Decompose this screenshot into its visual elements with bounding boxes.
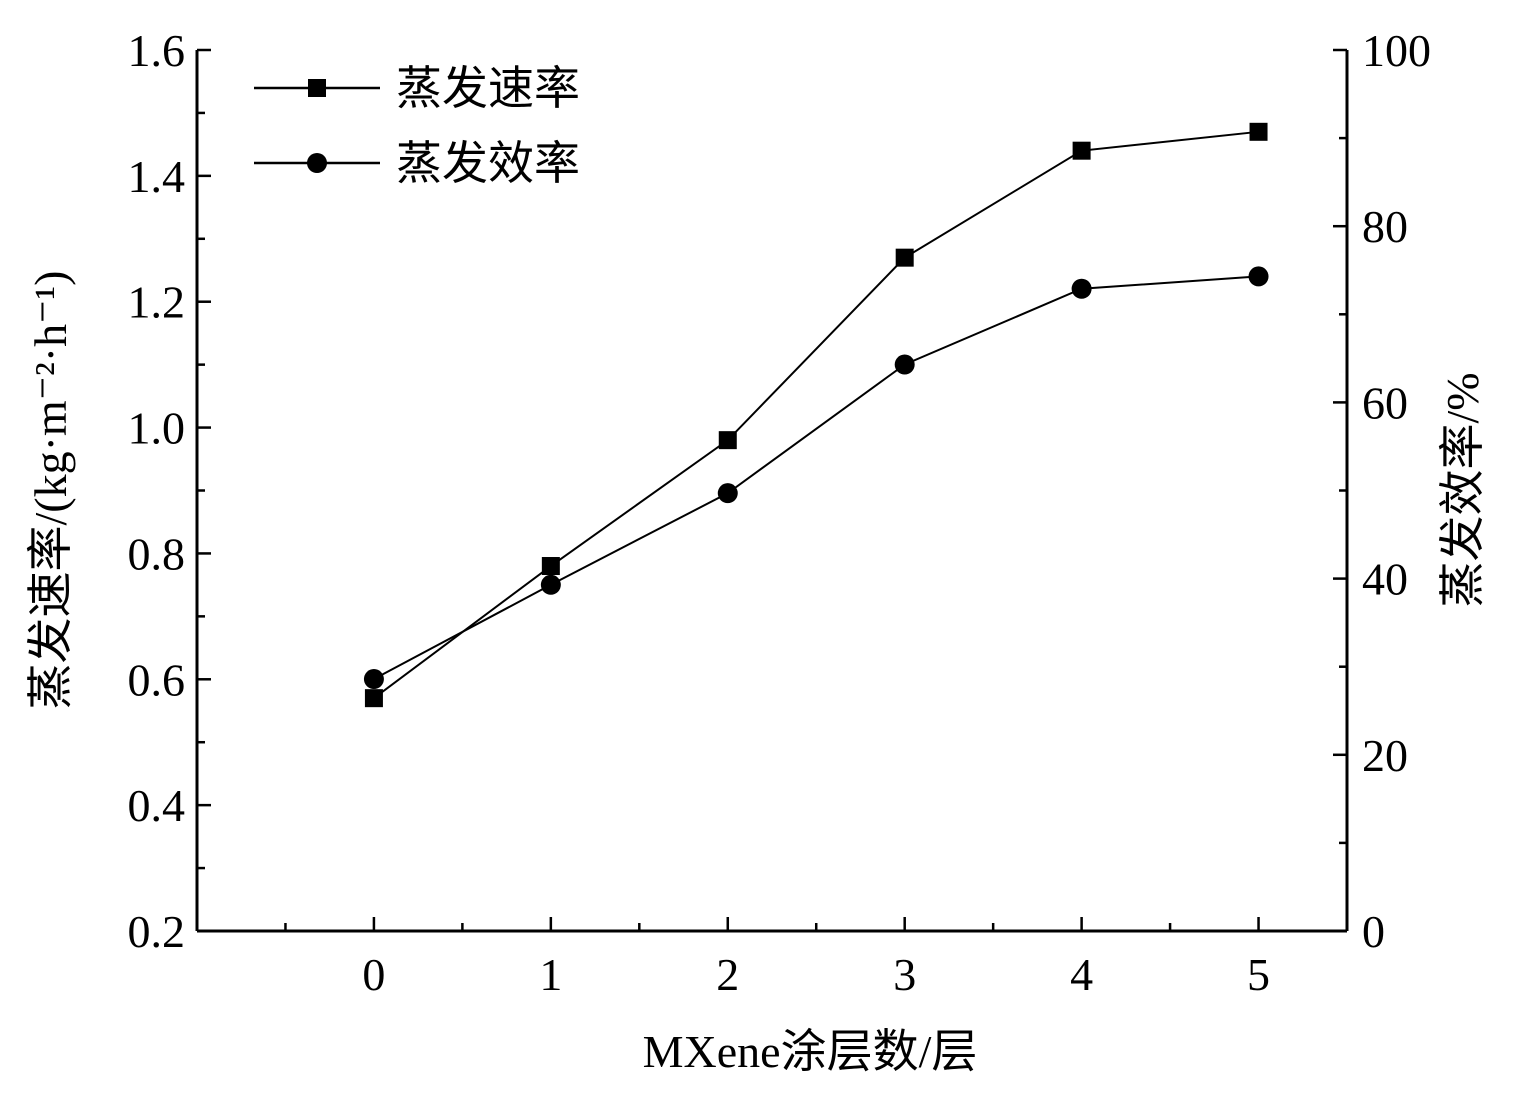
right-tick-label: 0: [1362, 906, 1385, 957]
left-tick-label: 0.4: [128, 780, 186, 831]
left-tick-label: 1.2: [128, 277, 186, 328]
x-tick-label: 2: [716, 949, 739, 1000]
x-tick-label: 0: [362, 949, 385, 1000]
left-tick-label: 1.6: [128, 25, 186, 76]
left-axis-title: 蒸发速率/(kg·m⁻²·h⁻¹): [25, 271, 76, 710]
legend-item-efficiency: 蒸发效率: [254, 138, 580, 189]
series-line-rate: [373, 130, 1259, 699]
right-tick-label: 60: [1362, 377, 1408, 428]
left-tick-label: 0.2: [128, 906, 186, 957]
plot-frame: [195, 50, 1349, 933]
x-tick-label: 3: [893, 949, 916, 1000]
data-point-efficiency: [717, 483, 738, 504]
series-layer: [363, 122, 1269, 708]
data-point-rate: [541, 557, 560, 576]
data-point-rate: [895, 248, 914, 267]
data-point-efficiency: [540, 574, 561, 595]
x-tick-label: 1: [539, 949, 562, 1000]
x-axis-title: MXene涂层数/层: [643, 1026, 978, 1077]
data-point-efficiency: [1071, 278, 1092, 299]
legend-label-efficiency: 蒸发效率: [396, 138, 580, 189]
legend: 蒸发速率 蒸发效率: [254, 63, 580, 189]
data-point-rate: [1072, 141, 1091, 160]
right-tick-label: 80: [1362, 201, 1408, 252]
legend-square-marker: [308, 79, 326, 97]
right-axis-title: 蒸发效率/%: [1437, 372, 1488, 607]
data-point-efficiency: [894, 354, 915, 375]
right-tick-label: 20: [1362, 730, 1408, 781]
data-point-efficiency: [1248, 266, 1269, 287]
left-tick-label: 0.8: [128, 528, 186, 579]
legend-circle-marker: [307, 153, 327, 173]
right-tick-label: 40: [1362, 554, 1408, 605]
left-tick-label: 1.0: [128, 403, 186, 454]
data-point-rate: [718, 431, 737, 450]
x-axis-ticks: 0 1 2 3 4 5: [195, 917, 1270, 1000]
data-point-efficiency: [363, 669, 384, 690]
data-point-rate: [1249, 122, 1268, 141]
x-tick-label: 5: [1247, 949, 1270, 1000]
right-tick-label: 100: [1362, 25, 1431, 76]
x-tick-label: 4: [1070, 949, 1093, 1000]
legend-item-rate: 蒸发速率: [254, 63, 580, 114]
right-axis-ticks: 0 20 40 60 80 100: [1333, 25, 1431, 957]
legend-label-rate: 蒸发速率: [396, 63, 580, 114]
data-point-rate: [364, 689, 383, 708]
left-axis-ticks: 0.2 0.4 0.6 0.8 1.0 1.2 1.4 1.6: [128, 25, 211, 957]
series-line-efficiency: [373, 275, 1259, 680]
left-tick-label: 0.6: [128, 654, 186, 705]
left-tick-label: 1.4: [128, 151, 186, 202]
